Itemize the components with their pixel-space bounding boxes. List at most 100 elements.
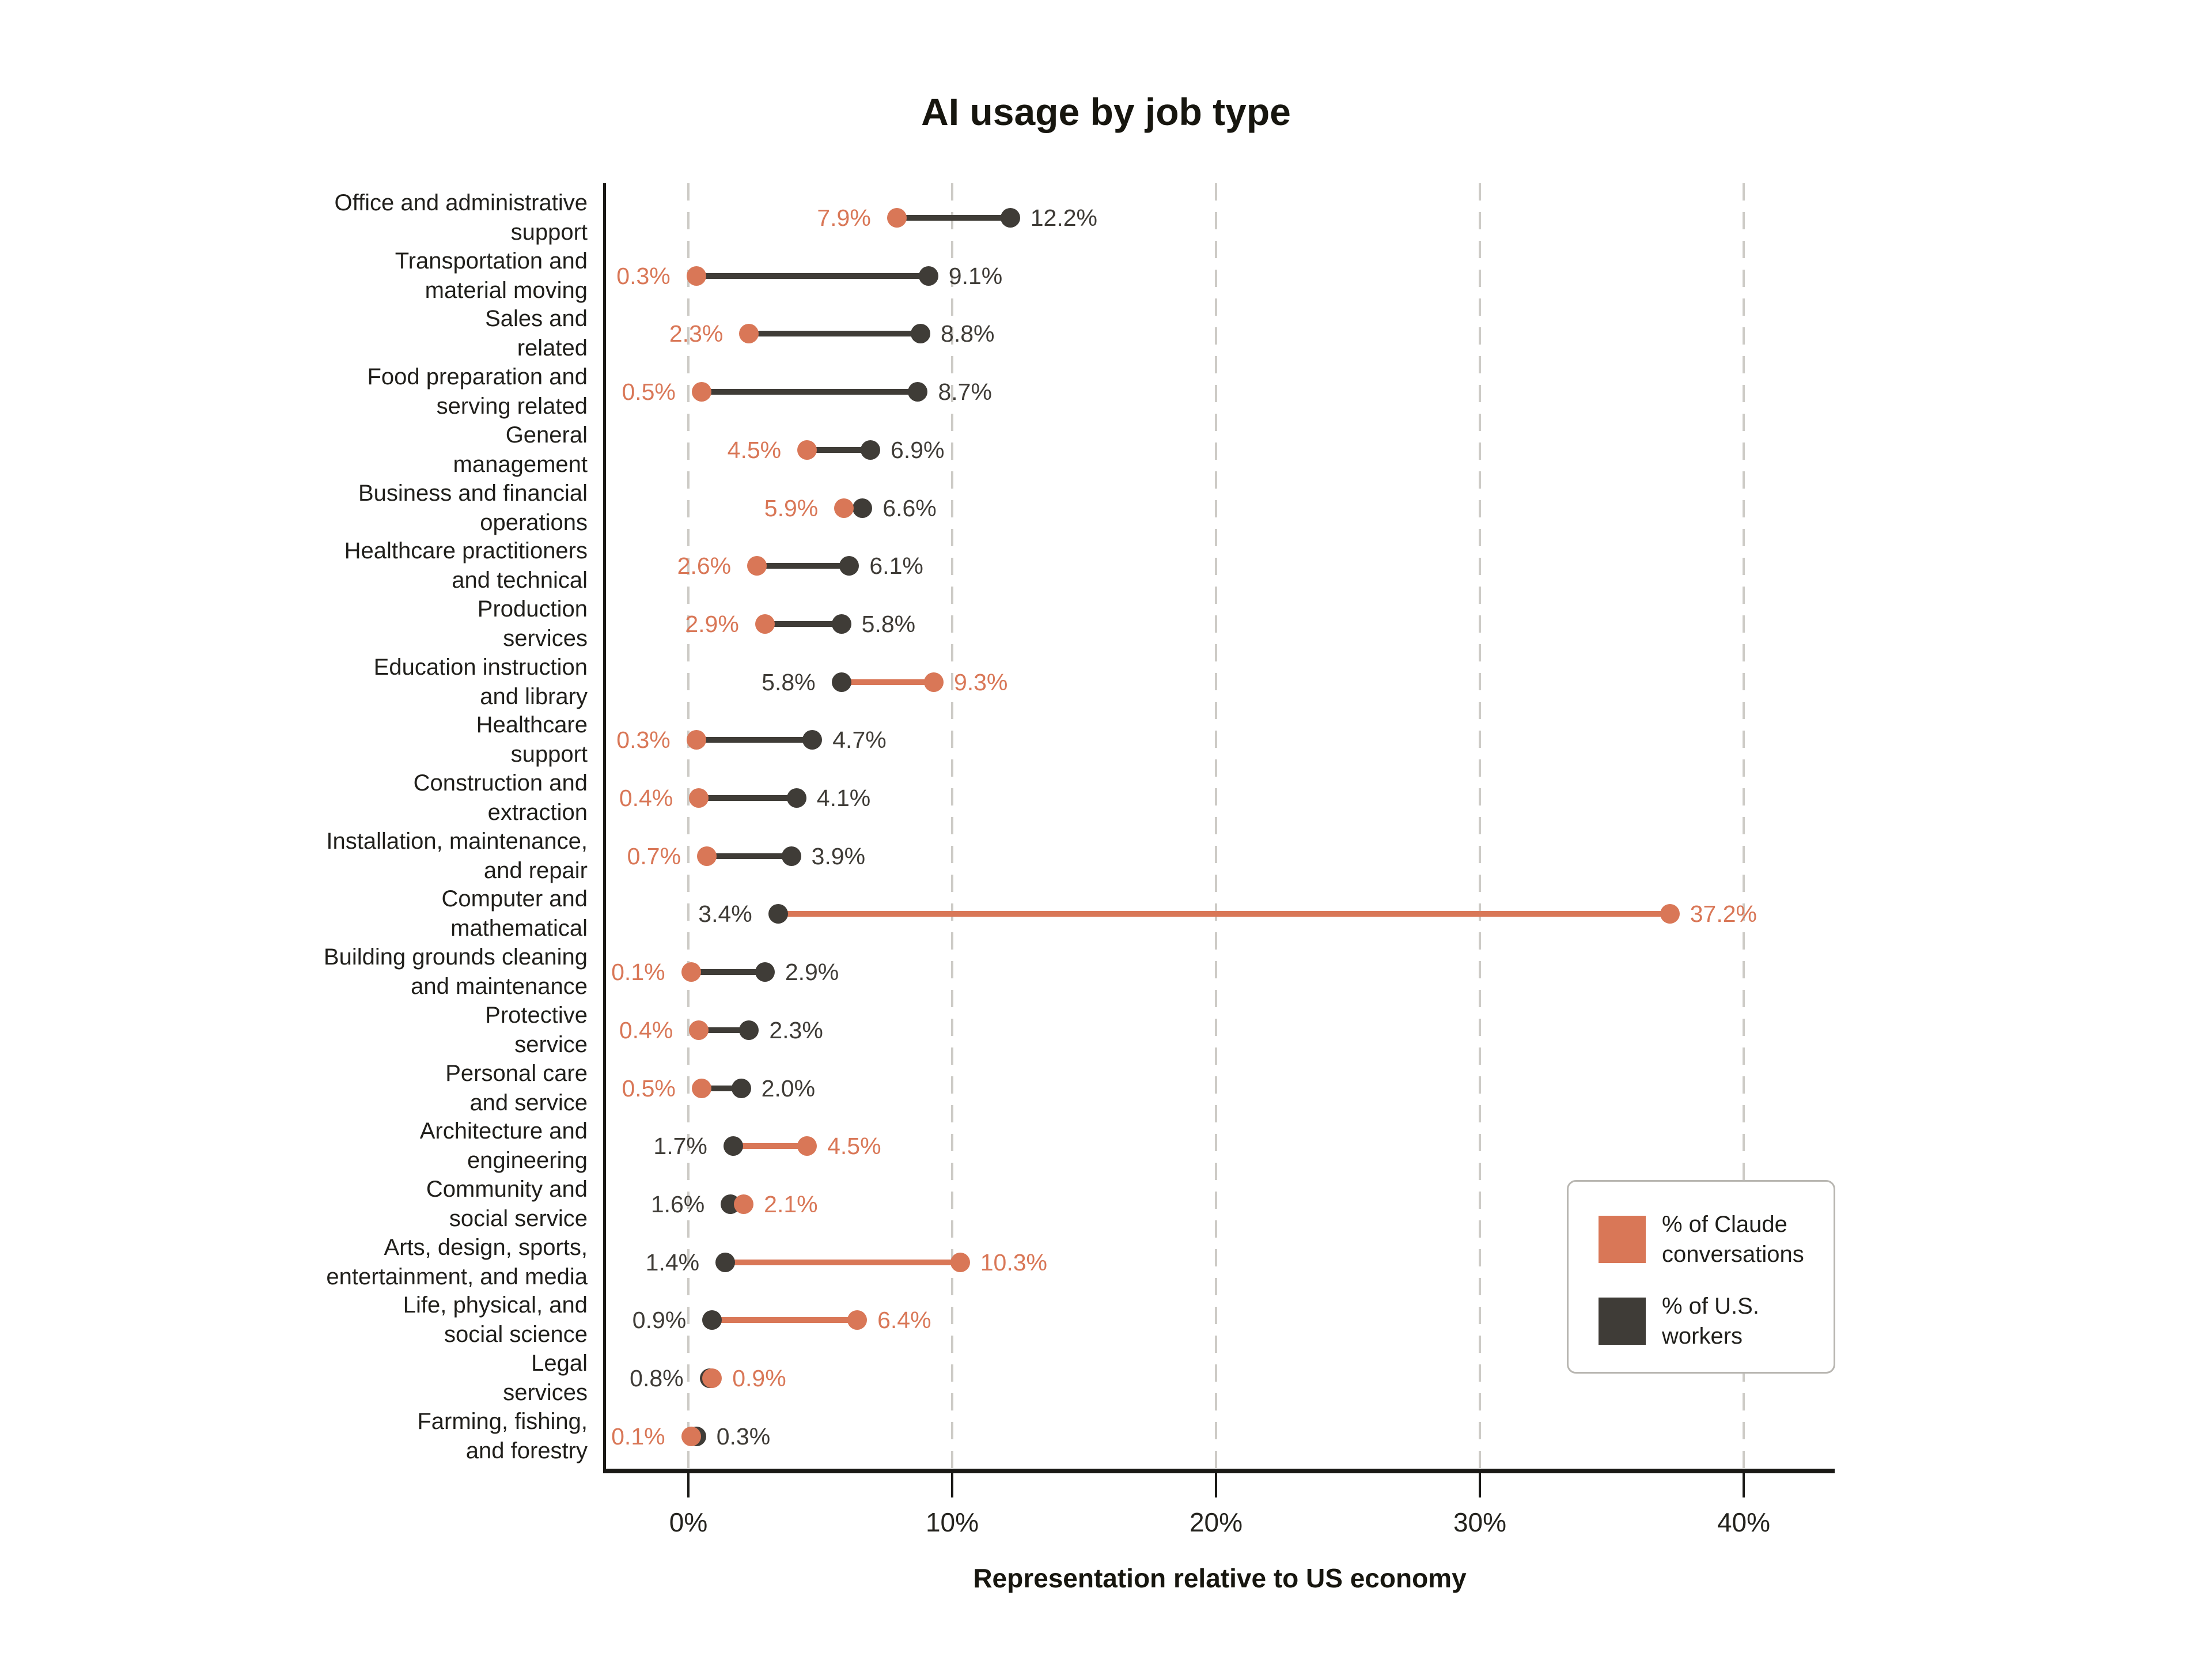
claude-dot [847, 1310, 868, 1330]
claude-value-label: 0.3% [616, 727, 671, 754]
x-tick-30% [1479, 1473, 1481, 1497]
claude-dot [681, 1426, 701, 1446]
claude-dot [923, 672, 944, 692]
claude-value-label: 0.5% [622, 379, 676, 406]
claude-value-label: 0.4% [619, 785, 673, 811]
legend-label-line: % of U.S. [1662, 1294, 1759, 1319]
category-label-line: Installation, maintenance, [326, 828, 588, 854]
category-label-line: and technical [452, 568, 588, 593]
workers-value-label: 2.9% [785, 959, 839, 986]
claude-dot [689, 788, 709, 808]
workers-dot [781, 846, 801, 866]
category-label-line: Healthcare [476, 712, 588, 738]
workers-dot [831, 672, 851, 692]
connector-line [699, 795, 797, 801]
claude-dot [681, 962, 701, 982]
category-label: Business and financial operations [35, 462, 588, 554]
claude-dot [734, 1194, 754, 1214]
category-label: Building grounds cleaning and maintenance [35, 926, 588, 1018]
x-tick-0% [687, 1473, 690, 1497]
connector-line [749, 331, 921, 337]
workers-value-label: 1.7% [653, 1133, 707, 1160]
legend-label: % of U.S. workers [1662, 1291, 1759, 1351]
workers-value-label: 4.7% [832, 727, 887, 754]
workers-dot [908, 382, 928, 402]
category-label-line: operations [480, 509, 588, 535]
category-label-line: and repair [483, 857, 588, 883]
claude-dot [755, 614, 775, 634]
category-label: Personal care and service [35, 1042, 588, 1134]
claude-dot [887, 208, 907, 228]
workers-dot [861, 440, 881, 460]
claude-value-label: 0.1% [611, 959, 665, 986]
category-label-line: entertainment, and media [326, 1264, 588, 1289]
workers-dot [715, 1252, 736, 1272]
category-label: Sales and related [35, 288, 588, 380]
claude-value-label: 2.9% [685, 610, 739, 637]
connector-line [699, 1027, 749, 1033]
connector-line [841, 679, 934, 685]
claude-dot [950, 1252, 970, 1272]
legend-label-line: workers [1662, 1323, 1743, 1349]
workers-value-label: 8.8% [941, 320, 995, 347]
claude-value-label: 6.4% [877, 1307, 931, 1334]
category-label-line: Food preparation and [367, 364, 588, 390]
category-label-line: support [510, 742, 588, 767]
workers-value-label: 3.9% [811, 842, 866, 869]
x-tick-label-20%: 20% [1189, 1507, 1243, 1537]
category-label: Food preparation and serving related [35, 346, 588, 438]
claude-value-label: 0.5% [622, 1075, 676, 1102]
workers-value-label: 1.6% [650, 1190, 705, 1217]
connector-line [712, 1317, 858, 1323]
workers-value-label: 3.4% [698, 901, 752, 928]
chart-title: AI usage by job type [921, 90, 1291, 133]
category-label: Office and administrative support [35, 172, 588, 264]
category-label-line: extraction [487, 800, 588, 825]
workers-dot [831, 614, 851, 634]
gridline-30% [1479, 183, 1481, 1471]
workers-legend-swatch [1599, 1298, 1646, 1345]
connector-line [764, 621, 842, 627]
workers-value-label: 0.3% [716, 1423, 771, 1450]
category-label-line: Legal [531, 1351, 588, 1376]
connector-line [725, 1259, 960, 1265]
category-label: Healthcare practitioners and technical [35, 520, 588, 612]
x-axis-line [603, 1469, 1835, 1473]
claude-value-label: 2.1% [764, 1190, 818, 1217]
workers-value-label: 0.8% [630, 1365, 684, 1391]
category-label: Life, physical, and social science [35, 1274, 588, 1366]
category-label-line: services [503, 1380, 588, 1405]
category-label-line: and library [480, 683, 588, 709]
category-label: Community and social service [35, 1158, 588, 1250]
gridline-10% [951, 183, 953, 1471]
claude-dot [691, 1078, 711, 1098]
category-label-line: services [503, 625, 588, 651]
category-label: Education instruction and library [35, 636, 588, 728]
claude-value-label: 4.5% [727, 436, 782, 463]
workers-dot [853, 498, 873, 518]
claude-dot [691, 382, 711, 402]
workers-dot [731, 1078, 751, 1098]
legend-label-line: conversations [1662, 1242, 1804, 1267]
workers-value-label: 0.9% [632, 1307, 687, 1334]
category-label-line: engineering [467, 1148, 588, 1174]
category-label-line: Healthcare practitioners [344, 538, 588, 564]
category-label: Transportation and material moving [35, 230, 588, 322]
category-label-line: Life, physical, and [403, 1292, 588, 1318]
category-label-line: mathematical [450, 916, 588, 941]
x-tick-label-30%: 30% [1453, 1507, 1507, 1537]
category-label-line: Arts, design, sports, [384, 1234, 588, 1260]
category-label: Production services [35, 578, 588, 670]
claude-value-label: 9.3% [953, 668, 1008, 695]
legend: % of Claude conversations % of U.S. workers [1567, 1180, 1835, 1374]
connector-line [896, 215, 1010, 221]
claude-value-label: 10.3% [980, 1249, 1047, 1276]
connector-line [778, 911, 1670, 917]
workers-value-label: 9.1% [948, 262, 1003, 289]
gridline-20% [1215, 183, 1217, 1471]
connector-line [707, 853, 791, 859]
category-label: Construction and extraction [35, 752, 588, 844]
workers-dot [918, 266, 938, 286]
workers-dot [768, 904, 788, 924]
x-tick-20% [1215, 1473, 1217, 1497]
